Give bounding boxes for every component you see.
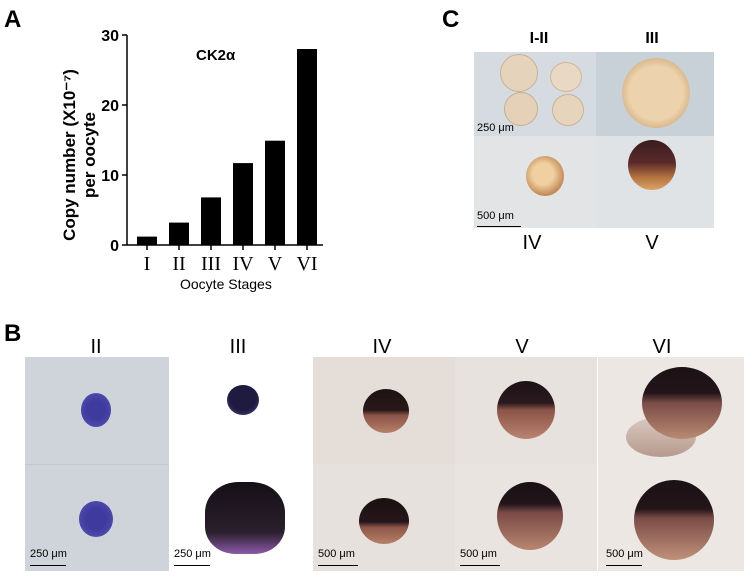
oocyte-image: [634, 480, 714, 560]
y-tick-label: 0: [110, 238, 119, 255]
x-tick-label: IV: [232, 253, 254, 275]
x-tick-label: VI: [296, 253, 317, 275]
scale-bar: [477, 226, 521, 227]
scale-bar: [318, 565, 358, 566]
oocyte-image: [622, 58, 690, 128]
oocyte-image: [81, 393, 111, 427]
panel-b-label-ii: II: [90, 336, 102, 358]
panel-b-photo-iii-bottom: [169, 464, 312, 571]
panel-label-c: C: [442, 6, 460, 33]
bar: [201, 197, 221, 245]
panel-b-scale-label-1: 250 μm: [30, 548, 67, 560]
oocyte-image: [504, 92, 538, 126]
panel-b-photo-v-bottom: [455, 464, 597, 571]
panel-c-label-iv: IV: [522, 232, 542, 254]
panel-c-photo-iv: [474, 136, 596, 228]
panel-label-a: A: [4, 6, 22, 33]
oocyte-image: [526, 156, 564, 196]
oocyte-image: [227, 385, 259, 415]
bar: [169, 222, 189, 245]
oocyte-image: [363, 389, 409, 433]
oocyte-image: [550, 62, 582, 92]
panel-b-label-v: V: [515, 336, 529, 358]
bar: [233, 163, 253, 245]
oocyte-image: [500, 54, 538, 92]
panel-c-photo-iii: [596, 52, 714, 136]
oocyte-image: [552, 94, 584, 126]
panel-c-scale-label-2: 500 μm: [477, 210, 514, 222]
panel-b-photo-v-top: [455, 357, 597, 464]
panel-b-photo-iii-top: [169, 357, 312, 464]
panel-b-photo-iv-top: [313, 357, 455, 464]
bar: [297, 49, 317, 245]
panel-c-label-iii: III: [645, 30, 659, 47]
oocyte-image: [497, 381, 555, 439]
chart-title: CK2α: [196, 47, 236, 64]
x-tick-label: V: [268, 253, 283, 275]
panel-b-photo-iv-bottom: [313, 464, 455, 571]
y-tick-label: 10: [101, 168, 119, 185]
panel-c-scale-label-1: 250 μm: [477, 122, 514, 134]
bar: [137, 236, 157, 245]
y-tick-label: 30: [101, 28, 119, 45]
oocyte-image: [79, 501, 113, 537]
scale-bar: [174, 565, 210, 566]
oocyte-image: [205, 482, 285, 554]
y-tick-label: 20: [101, 98, 119, 115]
scale-bar: [460, 565, 500, 566]
panel-b-scale-label-3: 500 μm: [318, 548, 355, 560]
oocyte-image: [642, 367, 722, 439]
panel-b-photo-vi-bottom: [598, 464, 744, 571]
x-tick-label: I: [144, 253, 151, 275]
panel-b-photo-ii: [25, 357, 169, 571]
panel-c-photo-i-ii: [474, 52, 596, 136]
scale-bar: [30, 565, 66, 566]
panel-b-label-iii: III: [229, 336, 247, 358]
panel-c-label-v: V: [645, 232, 659, 254]
panel-label-b: B: [4, 320, 22, 347]
panel-c-photo-v: [596, 136, 714, 228]
panel-b-label-vi: VI: [652, 336, 672, 358]
oocyte-image: [628, 140, 676, 190]
panel-c-label-i-ii: I-II: [529, 30, 549, 47]
x-tick-label: II: [172, 253, 185, 275]
panel-b-photo-vi-top: [598, 357, 744, 464]
panel-b-scale-label-2: 250 μm: [174, 548, 211, 560]
bar: [265, 140, 285, 245]
oocyte-image: [359, 498, 409, 544]
panel-b-scale-label-5: 500 μm: [606, 548, 643, 560]
panel-b-scale-label-4: 500 μm: [460, 548, 497, 560]
oocyte-image: [497, 482, 563, 550]
x-axis-label: Oocyte Stages: [180, 276, 272, 292]
scale-bar: [606, 565, 642, 566]
panel-b-label-iv: IV: [372, 336, 392, 358]
x-tick-label: III: [201, 253, 221, 275]
